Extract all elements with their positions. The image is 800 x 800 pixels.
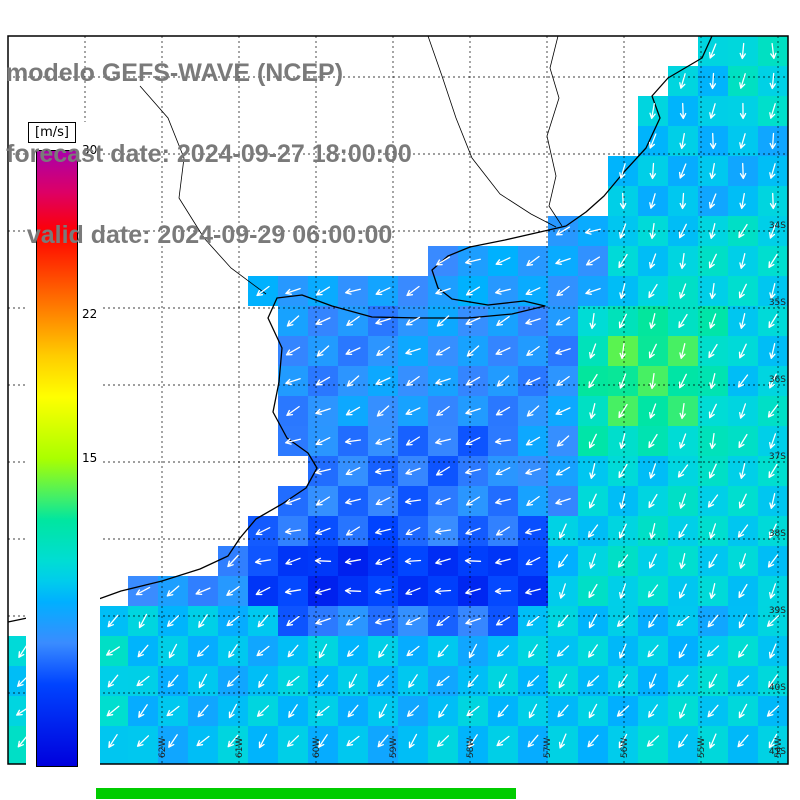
lon-label: 58W — [466, 738, 476, 758]
lat-label: 38S — [769, 529, 786, 539]
lon-label: 54W — [774, 738, 784, 758]
lat-label: 40S — [769, 683, 786, 693]
lat-label: 36S — [769, 375, 786, 385]
lon-label: 62W — [158, 738, 168, 758]
title-block: modelo GEFS-WAVE (NCEP) forecast date: 2… — [6, 6, 412, 303]
map-frame — [7, 35, 789, 765]
lon-label: 55W — [697, 738, 707, 758]
lon-label: 57W — [543, 738, 553, 758]
lat-label: 34S — [769, 221, 786, 231]
lat-label: 35S — [769, 298, 786, 308]
colorbar-panel: [m/s] 30 22 15 — [26, 122, 100, 778]
forecast-date-label: forecast date: 2024-09-27 18:00:00 — [6, 140, 412, 168]
model-title: modelo GEFS-WAVE (NCEP) — [6, 59, 344, 87]
lat-label: 39S — [769, 606, 786, 616]
colorbar-gradient — [36, 150, 78, 767]
colorbar-tick-30: 30 — [82, 143, 98, 157]
river-line — [546, 35, 563, 227]
valid-date-label: valid date: 2024-09-29 06:00:00 — [6, 221, 393, 249]
colorbar-tick-22: 22 — [82, 307, 98, 321]
grid-lines — [8, 36, 788, 764]
coastline — [7, 35, 713, 623]
lon-label: 61W — [235, 738, 245, 758]
river-line — [427, 35, 557, 228]
lat-label: 37S — [769, 452, 786, 462]
river-line — [139, 85, 267, 295]
colorbar-tick-15: 15 — [82, 450, 98, 465]
bottom-strip — [96, 788, 516, 799]
colorbar-unit-label: [m/s] — [28, 122, 76, 143]
lon-label: 56W — [620, 738, 630, 758]
lon-label: 59W — [389, 738, 399, 758]
lon-label: 60W — [312, 738, 322, 758]
lat-label: 41S — [769, 747, 786, 757]
wind-arrows — [16, 42, 780, 749]
